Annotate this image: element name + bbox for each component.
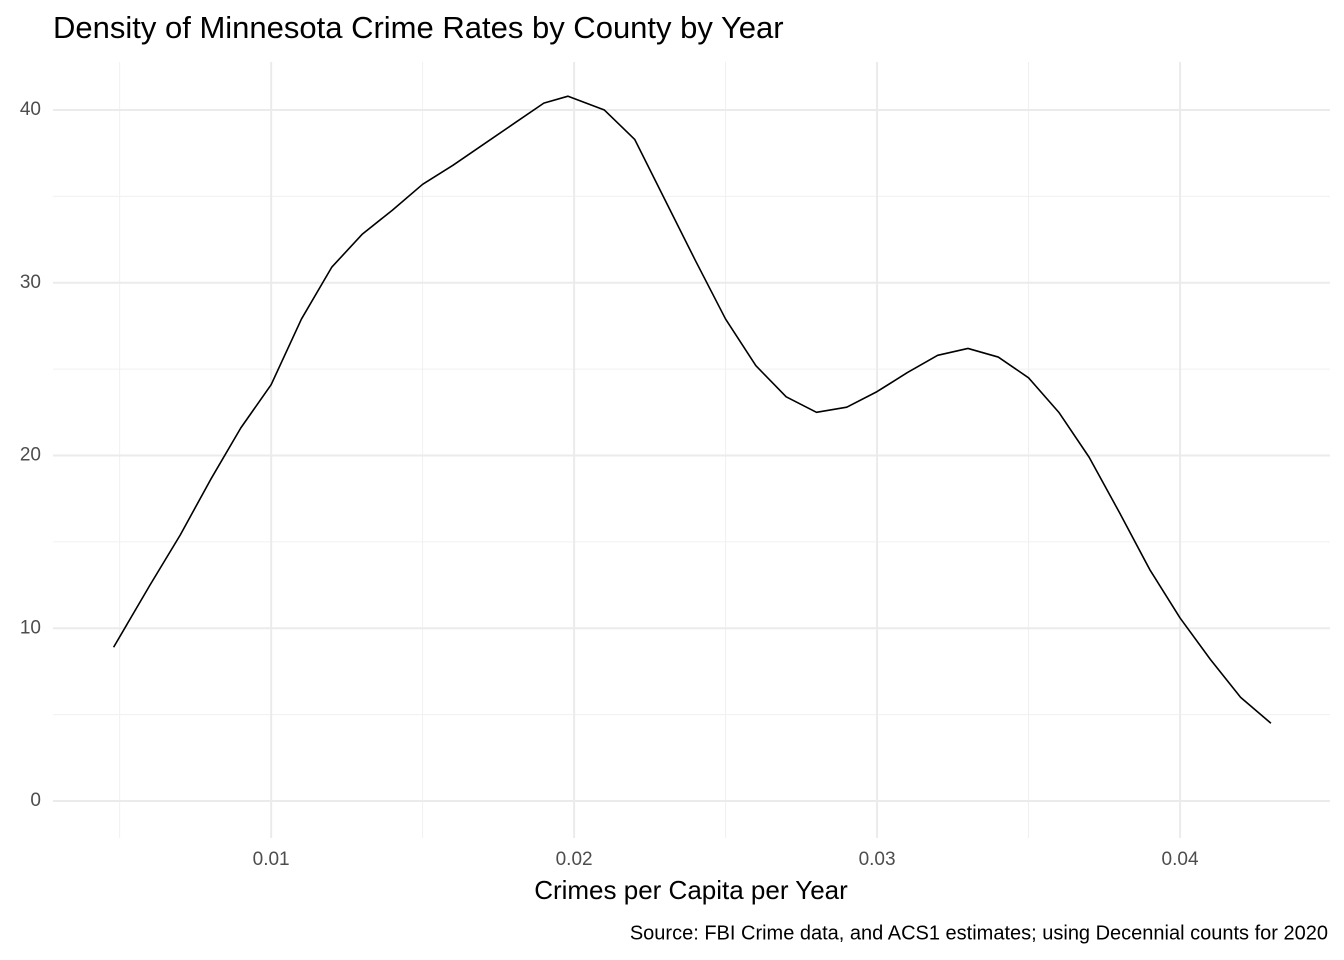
y-tick-label: 10 xyxy=(20,617,41,638)
x-tick-label: 0.04 xyxy=(1162,849,1199,870)
x-tick-label: 0.03 xyxy=(859,849,896,870)
chart-title: Density of Minnesota Crime Rates by Coun… xyxy=(53,10,784,45)
y-tick-label: 20 xyxy=(20,445,41,466)
caption: Source: FBI Crime data, and ACS1 estimat… xyxy=(630,922,1328,944)
x-tick-label: 0.01 xyxy=(253,849,290,870)
y-tick-label: 0 xyxy=(30,790,41,811)
x-tick-label: 0.02 xyxy=(556,849,593,870)
y-tick-label: 30 xyxy=(20,272,41,293)
x-axis-title: Crimes per Capita per Year xyxy=(534,875,848,905)
y-tick-label: 40 xyxy=(20,99,41,120)
density-line xyxy=(112,95,1272,724)
